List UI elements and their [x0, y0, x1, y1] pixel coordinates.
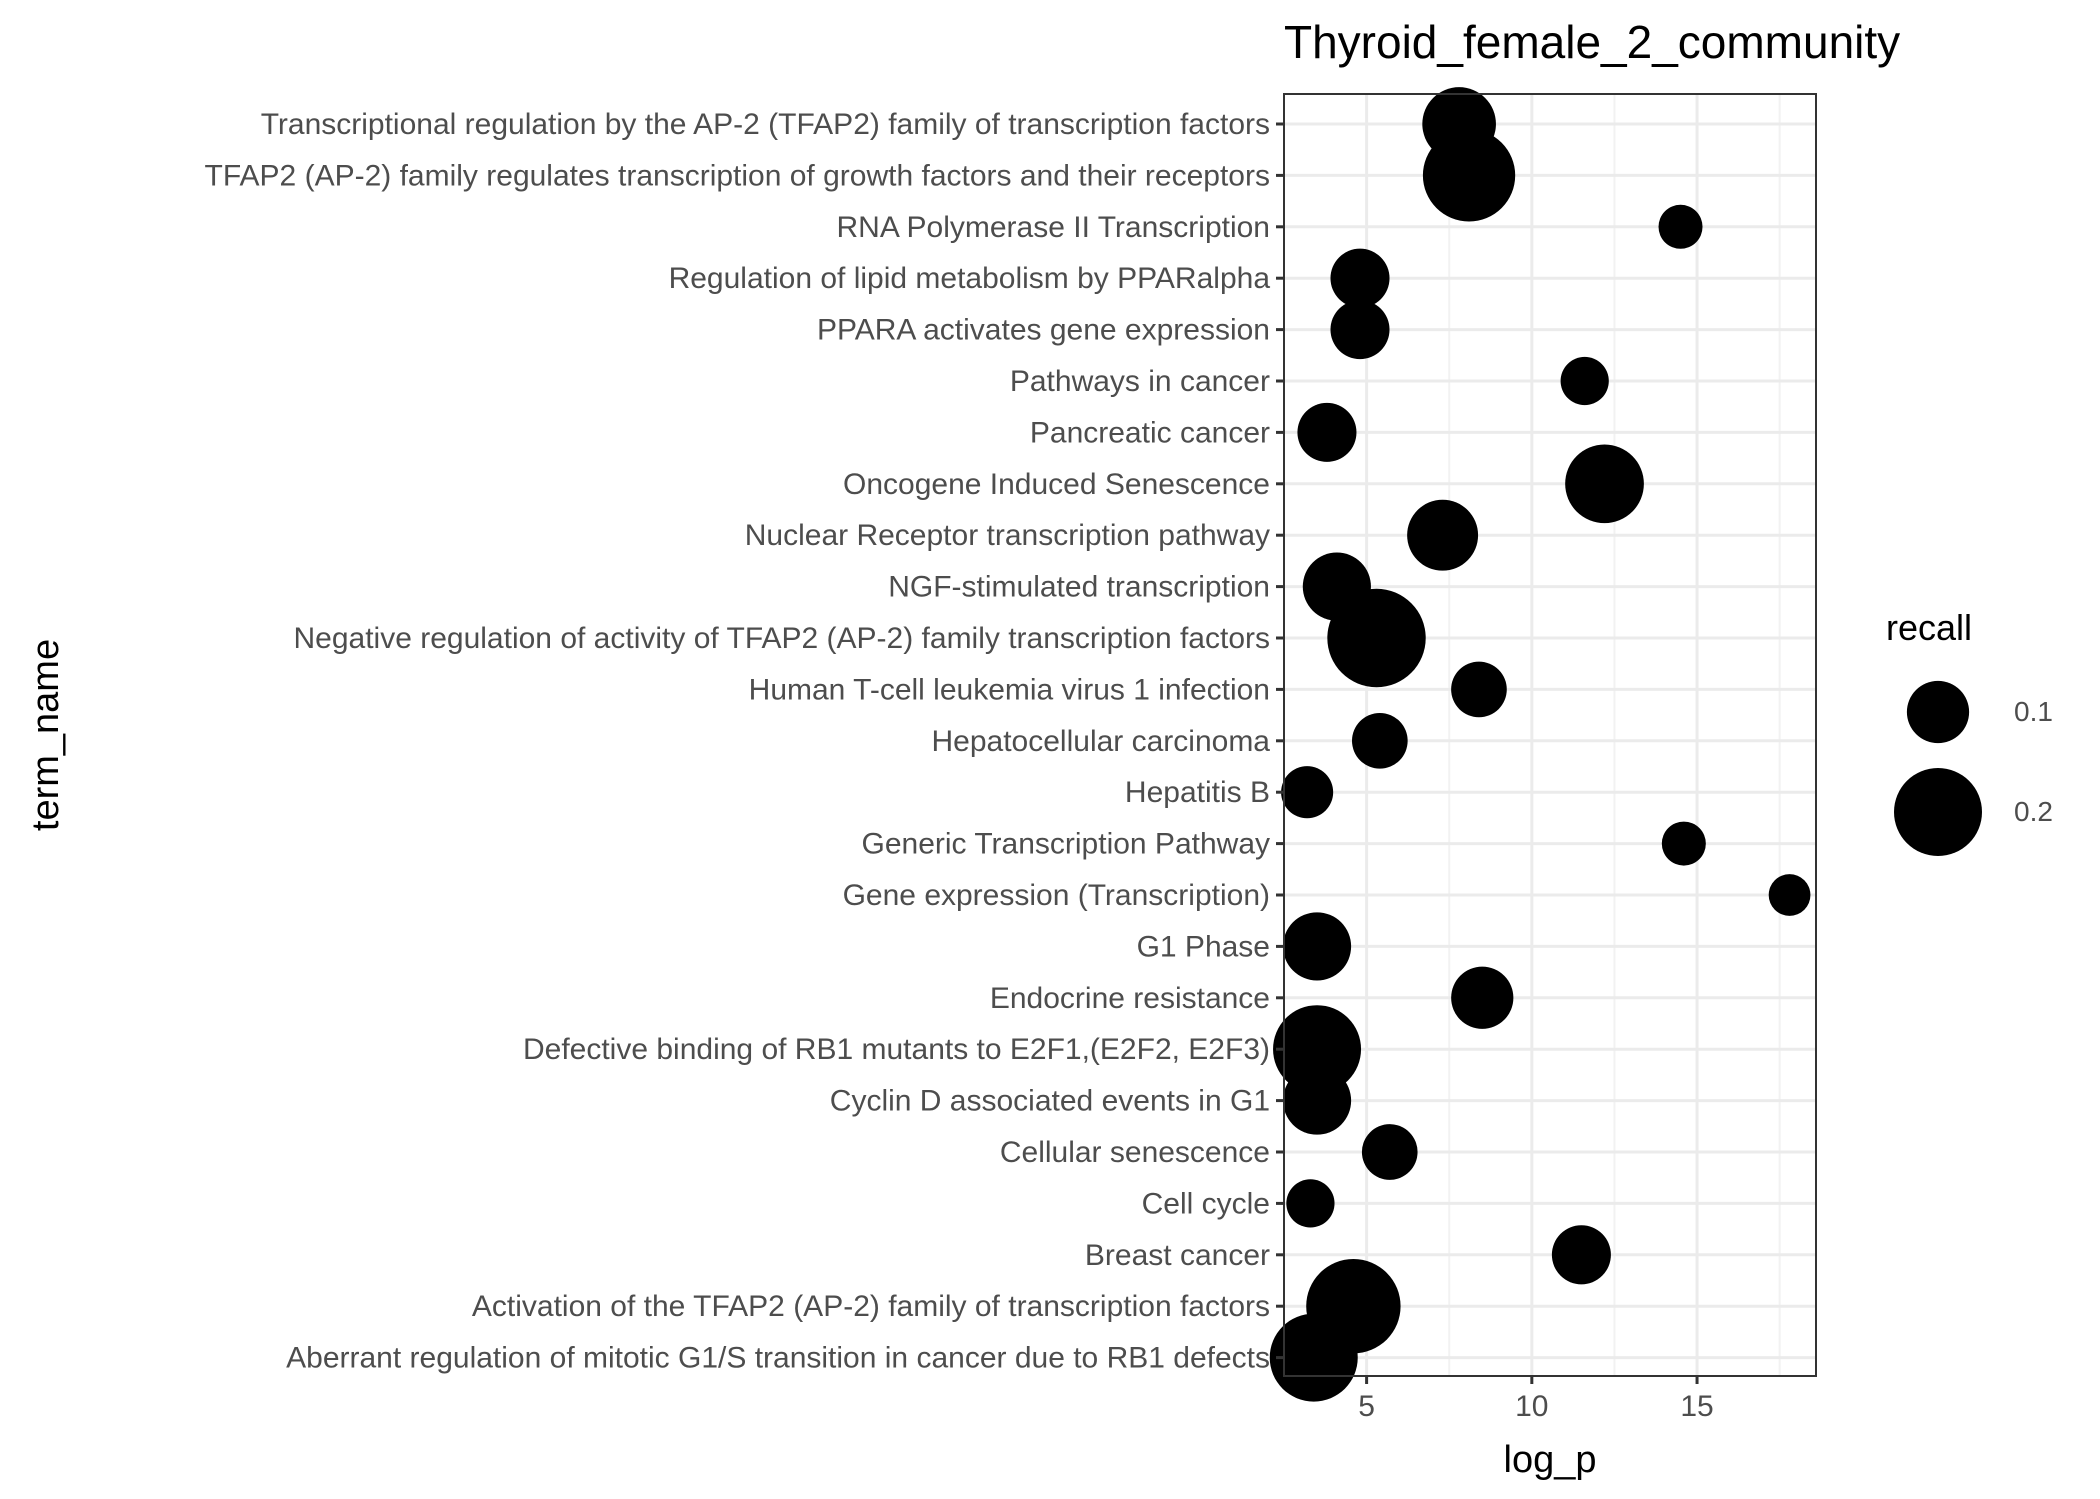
data-point: [1551, 1225, 1611, 1285]
x-axis-title: log_p: [1504, 1439, 1597, 1481]
y-axis-title: term_name: [25, 639, 67, 831]
y-tick-label: Activation of the TFAP2 (AP-2) family of…: [472, 1290, 1270, 1323]
plot-panel: [1269, 87, 1817, 1402]
data-point: [1330, 300, 1390, 360]
data-point: [1282, 912, 1352, 981]
legend-keys: [1894, 680, 1982, 856]
data-point: [1560, 356, 1609, 406]
y-tick-label: PPARA activates gene expression: [817, 314, 1270, 347]
y-tick-label: Cellular senescence: [1000, 1136, 1270, 1169]
y-tick-label: Transcriptional regulation by the AP-2 (…: [261, 108, 1270, 141]
y-tick-label: RNA Polymerase II Transcription: [837, 211, 1271, 244]
y-tick-label: G1 Phase: [1137, 930, 1270, 963]
legend-key-circle: [1894, 768, 1982, 856]
data-point: [1330, 248, 1390, 308]
data-point: [1327, 588, 1426, 688]
data-point: [1451, 661, 1507, 718]
y-axis: Transcriptional regulation by the AP-2 (…: [205, 108, 1284, 1375]
x-axis: 5 10 15: [1358, 1376, 1714, 1423]
y-tick-label: Oncogene Induced Senescence: [843, 468, 1270, 501]
data-point: [1361, 1124, 1418, 1180]
data-point: [1661, 821, 1706, 866]
data-point: [1565, 444, 1644, 524]
y-tick-label: Cell cycle: [1142, 1187, 1270, 1220]
data-point: [1269, 1313, 1358, 1402]
legend-label-0: 0.1: [2014, 696, 2053, 727]
legend-key-circle: [1906, 680, 1970, 744]
data-point: [1351, 712, 1408, 769]
y-tick-label: Hepatitis B: [1125, 776, 1270, 809]
y-tick-label: Defective binding of RB1 mutants to E2F1…: [523, 1033, 1270, 1066]
chart-title: Thyroid_female_2_community: [1284, 16, 1900, 68]
y-tick-label: Pathways in cancer: [1010, 365, 1270, 398]
legend: recall 0.1 0.2: [1886, 607, 2053, 856]
legend-title: recall: [1886, 607, 1972, 648]
data-point: [1658, 204, 1703, 249]
data-point: [1281, 766, 1334, 819]
y-tick-label: Hepatocellular carcinoma: [932, 725, 1271, 758]
data-point: [1451, 966, 1514, 1029]
x-tick-label: 15: [1680, 1390, 1713, 1423]
legend-label-1: 0.2: [2014, 796, 2053, 827]
y-tick-label: Negative regulation of activity of TFAP2…: [293, 622, 1270, 655]
x-tick-label: 10: [1515, 1390, 1548, 1423]
y-tick-label: Human T-cell leukemia virus 1 infection: [749, 673, 1270, 706]
data-point: [1282, 1066, 1352, 1135]
data-point: [1297, 402, 1357, 462]
y-tick-label: Aberrant regulation of mitotic G1/S tran…: [286, 1342, 1270, 1375]
y-tick-label: Breast cancer: [1085, 1239, 1270, 1272]
data-point: [1273, 1005, 1362, 1094]
y-tick-label: TFAP2 (AP-2) family regulates transcript…: [205, 159, 1270, 192]
y-tick-label: Gene expression (Transcription): [843, 879, 1270, 912]
data-point: [1286, 1179, 1335, 1228]
data-points: [1269, 87, 1811, 1402]
y-tick-label: Nuclear Receptor transcription pathway: [745, 519, 1270, 552]
plot-border: [1283, 93, 1817, 1377]
y-tick-label: Endocrine resistance: [990, 982, 1270, 1015]
y-tick-label: NGF-stimulated transcription: [888, 571, 1270, 604]
data-point: [1407, 499, 1479, 571]
y-tick-label: Regulation of lipid metabolism by PPARal…: [669, 262, 1271, 295]
y-tick-label: Pancreatic cancer: [1030, 416, 1270, 449]
data-point: [1768, 874, 1811, 916]
y-tick-label: Generic Transcription Pathway: [861, 828, 1270, 861]
data-point: [1422, 129, 1516, 222]
y-tick-label: Cyclin D associated events in G1: [830, 1085, 1270, 1118]
x-tick-label: 5: [1358, 1390, 1375, 1423]
